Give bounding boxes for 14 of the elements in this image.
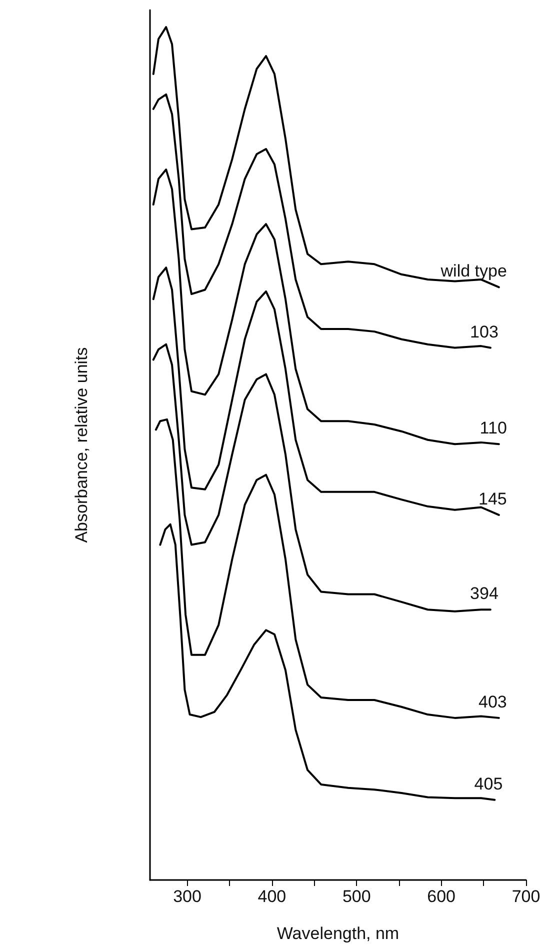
x-tick-label: 700 [512, 887, 540, 906]
x-tick-label: 600 [427, 887, 456, 906]
series-label: 110 [480, 418, 507, 438]
y-axis-title: Absorbance, relative units [72, 347, 91, 543]
x-axis-title: Wavelength, nm [276, 924, 400, 943]
series-label: 145 [478, 489, 507, 508]
series-label: 403 [478, 692, 507, 712]
x-tick-label: 500 [342, 887, 371, 906]
series-label: 405 [474, 774, 503, 794]
x-tick-label: 400 [258, 887, 286, 906]
series-label: wild type [440, 262, 507, 281]
series-label: 394 [470, 584, 498, 604]
x-tick-label: 300 [173, 887, 202, 906]
series-label: 103 [470, 322, 498, 342]
